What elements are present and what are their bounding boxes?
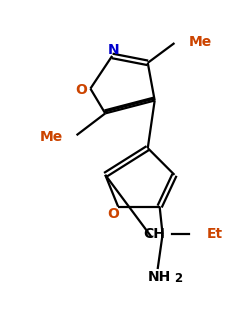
Text: O: O: [75, 83, 87, 97]
Text: N: N: [107, 43, 118, 57]
Text: 2: 2: [174, 272, 182, 285]
Text: CH: CH: [143, 227, 165, 241]
Text: Et: Et: [206, 227, 222, 241]
Text: Me: Me: [187, 35, 211, 49]
Text: Me: Me: [39, 130, 62, 144]
Text: NH: NH: [147, 270, 171, 284]
Text: O: O: [107, 206, 119, 221]
